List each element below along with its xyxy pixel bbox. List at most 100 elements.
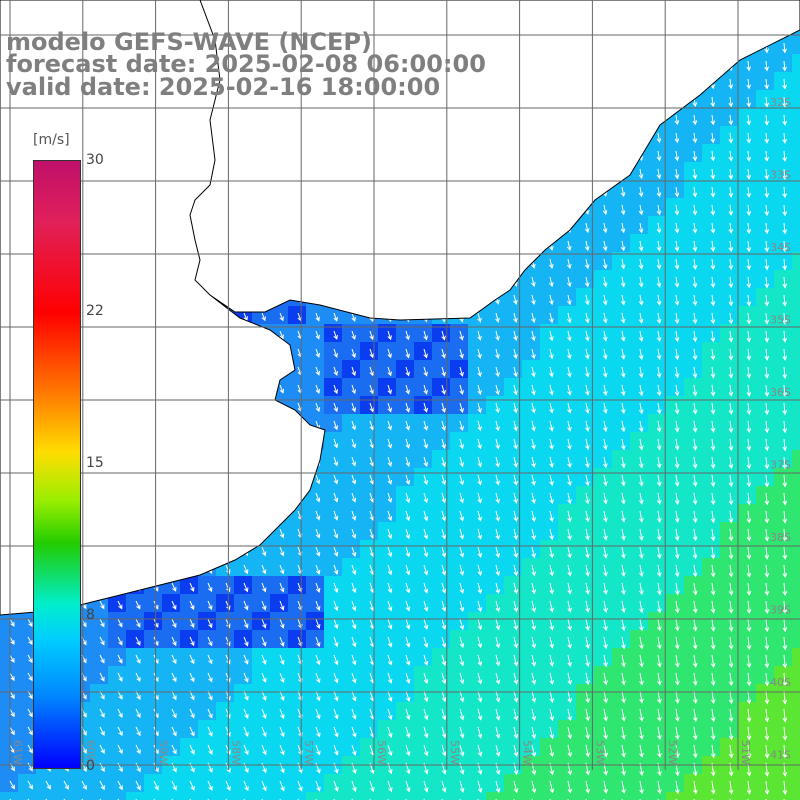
wind-arrow xyxy=(638,276,644,288)
wind-arrow xyxy=(692,312,698,325)
wind-arrow xyxy=(782,240,788,253)
wind-cell xyxy=(720,540,738,558)
wind-cell xyxy=(378,396,396,414)
wind-arrow xyxy=(674,276,680,288)
wind-cell xyxy=(558,792,576,800)
wind-arrow xyxy=(710,510,716,524)
wind-cell xyxy=(612,432,630,450)
legend-tick-22: 22 xyxy=(86,303,104,319)
wind-cell xyxy=(540,378,558,396)
wind-cell xyxy=(666,306,684,324)
wind-arrow xyxy=(243,744,249,756)
wind-arrow xyxy=(513,438,518,450)
wind-arrow xyxy=(621,528,626,541)
wind-arrow xyxy=(333,672,339,684)
wind-cell xyxy=(450,648,468,666)
wind-cell xyxy=(756,414,774,432)
wind-arrow xyxy=(674,438,680,451)
wind-arrow xyxy=(351,348,356,359)
wind-arrow xyxy=(603,690,608,704)
wind-cell xyxy=(702,144,720,162)
wind-cell xyxy=(594,720,612,738)
wind-arrow xyxy=(135,654,141,664)
wind-cell xyxy=(576,360,594,378)
wind-cell xyxy=(522,540,540,558)
wind-cell xyxy=(774,774,792,792)
lat-lon-grid xyxy=(0,0,800,770)
wind-arrow xyxy=(549,438,554,450)
wind-cell xyxy=(594,684,612,702)
wind-arrow xyxy=(567,672,573,686)
wind-cell xyxy=(414,666,432,684)
wind-cell xyxy=(396,558,414,576)
wind-cell xyxy=(648,666,666,684)
wind-arrow xyxy=(135,762,141,773)
wind-cell xyxy=(324,468,342,486)
wind-arrow xyxy=(459,510,465,522)
wind-arrow xyxy=(585,402,590,414)
wind-arrow xyxy=(171,600,177,610)
wind-cell xyxy=(756,108,774,126)
wind-cell xyxy=(378,630,396,648)
wind-arrow xyxy=(423,636,429,648)
wind-arrow xyxy=(27,762,33,772)
wind-cell xyxy=(396,738,414,756)
wind-arrow xyxy=(531,672,537,685)
wind-arrow xyxy=(315,708,321,720)
wind-cell xyxy=(540,630,558,648)
wind-cell xyxy=(468,378,486,396)
wind-arrow xyxy=(531,438,536,450)
wind-arrow xyxy=(117,744,123,755)
wind-cell xyxy=(774,288,792,306)
wind-arrow xyxy=(728,168,734,180)
wind-cell xyxy=(378,720,396,738)
wind-arrow xyxy=(189,618,195,629)
wind-arrow xyxy=(728,744,734,759)
wind-cell xyxy=(792,90,800,108)
wind-arrow xyxy=(585,492,590,505)
wind-arrow xyxy=(441,438,446,450)
wind-cell xyxy=(324,630,342,648)
wind-cell xyxy=(576,558,594,576)
wind-arrow xyxy=(746,402,752,415)
wind-arrow xyxy=(459,564,465,576)
wind-arrow xyxy=(459,528,465,540)
wind-cell xyxy=(360,774,378,792)
wind-cell xyxy=(522,396,540,414)
wind-arrow xyxy=(315,618,321,630)
wind-cell xyxy=(702,558,720,576)
wind-cell xyxy=(612,360,630,378)
wind-arrow xyxy=(639,690,644,704)
wind-arrow xyxy=(567,420,572,432)
wind-arrow xyxy=(710,330,716,343)
wind-arrow xyxy=(638,474,644,487)
wind-arrow xyxy=(99,672,105,682)
wind-cell xyxy=(738,612,756,630)
wind-cell xyxy=(738,738,756,756)
wind-arrow xyxy=(638,384,644,397)
wind-arrow xyxy=(728,114,734,126)
wind-cell xyxy=(540,522,558,540)
wind-cell xyxy=(612,216,630,234)
wind-cell xyxy=(792,216,800,234)
wind-arrow xyxy=(441,654,447,667)
wind-cell xyxy=(324,558,342,576)
wind-cell xyxy=(342,486,360,504)
wind-arrow xyxy=(459,474,465,486)
wind-arrow xyxy=(656,168,662,180)
wind-cell xyxy=(180,792,198,800)
wind-cell xyxy=(414,792,432,800)
wind-arrow xyxy=(333,510,339,521)
wind-cell xyxy=(180,738,198,756)
wind-cell xyxy=(396,324,414,342)
wind-cell xyxy=(738,450,756,468)
wind-arrow xyxy=(279,312,284,322)
wind-arrow xyxy=(746,618,752,632)
wind-arrow xyxy=(225,654,231,665)
wind-cell xyxy=(558,666,576,684)
wind-cell xyxy=(522,558,540,576)
wind-cell xyxy=(612,576,630,594)
wind-cell xyxy=(324,774,342,792)
wind-arrow xyxy=(441,546,447,558)
wind-arrow xyxy=(603,528,608,541)
